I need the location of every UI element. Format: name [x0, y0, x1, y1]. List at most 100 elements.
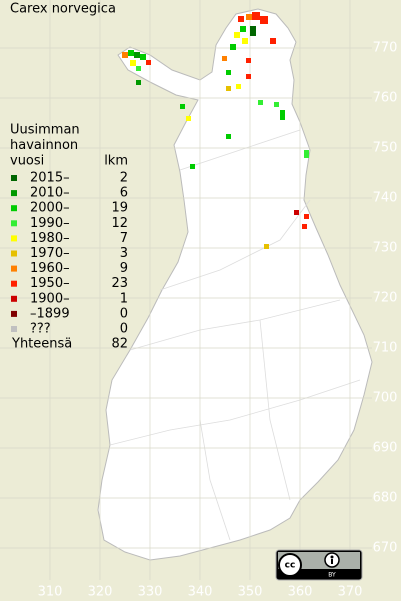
x-tick-label: 310: [38, 585, 63, 600]
legend-swatch: [11, 235, 17, 242]
observation: [140, 54, 146, 60]
x-tick-label: 350: [238, 585, 263, 600]
y-tick-label: 700: [373, 391, 398, 406]
observation: [122, 52, 128, 58]
legend-heading: havainnon: [10, 138, 78, 153]
legend-count: 12: [111, 216, 128, 231]
y-tick-label: 670: [373, 541, 398, 556]
legend-label: 1900–: [30, 291, 70, 306]
legend-swatch: [11, 326, 17, 332]
observation: [130, 60, 136, 66]
legend-heading: Uusimman: [10, 123, 80, 138]
observation: [236, 84, 241, 89]
y-tick-label: 750: [373, 141, 398, 156]
y-tick-label: 770: [373, 41, 398, 56]
legend-count: 0: [120, 322, 128, 337]
observation: [304, 214, 309, 219]
legend-label: 1970–: [30, 246, 70, 261]
observation: [250, 26, 256, 36]
observation: [280, 110, 285, 120]
observation: [226, 86, 231, 91]
by-icon-body: [331, 559, 333, 564]
legend-count: 1: [120, 291, 128, 306]
legend-swatch: [11, 295, 17, 302]
observation: [226, 134, 231, 139]
license-badge: cc BY: [275, 549, 363, 581]
legend-swatch: [11, 310, 17, 317]
legend-total-label: Yhteensä: [11, 337, 72, 352]
observation: [238, 16, 244, 22]
legend-swatch: [11, 265, 17, 272]
legend-heading: vuosi: [10, 154, 44, 169]
y-tick-label: 730: [373, 241, 398, 256]
x-tick-label: 360: [288, 585, 313, 600]
observation: [302, 224, 307, 229]
observation: [260, 16, 268, 24]
observation: [186, 116, 191, 121]
observation: [294, 210, 299, 215]
x-tick-label: 320: [88, 585, 113, 600]
badge-text: BY: [328, 572, 336, 579]
grid: [0, 0, 372, 580]
legend-label: 2000–: [30, 201, 70, 216]
by-icon-head: [330, 555, 334, 559]
y-tick-label: 680: [373, 491, 398, 506]
map-title: Carex norvegica: [10, 2, 116, 17]
y-tick-label: 710: [373, 341, 398, 356]
legend-count: 2: [120, 171, 128, 186]
observation: [180, 104, 185, 109]
x-tick-label: 340: [188, 585, 213, 600]
legend-label: 2010–: [30, 186, 70, 201]
legend-count-heading: lkm: [104, 154, 128, 169]
observations: [122, 12, 309, 249]
legend-count: 0: [120, 306, 128, 321]
observation: [242, 38, 248, 44]
observation: [246, 14, 252, 20]
observation: [146, 60, 151, 65]
x-tick-label: 370: [338, 585, 363, 600]
observation: [264, 244, 269, 249]
legend-swatch: [11, 205, 17, 212]
legend-label: 1950–: [30, 276, 70, 291]
legend-count: 9: [120, 261, 128, 276]
observation: [136, 80, 141, 85]
legend-swatch: [11, 220, 17, 227]
x-tick-label: 330: [138, 585, 163, 600]
cc-icon-text: cc: [285, 561, 296, 571]
legend-label: 2015–: [30, 171, 70, 186]
legend-label: 1980–: [30, 231, 70, 246]
legend-total: 82: [111, 337, 128, 352]
observation: [136, 66, 141, 71]
legend-swatch: [11, 250, 17, 257]
legend-label: ???: [30, 322, 51, 337]
observation: [274, 102, 279, 107]
observation: [270, 38, 276, 44]
y-tick-label: 690: [373, 441, 398, 456]
legend-count: 7: [120, 231, 128, 246]
observation: [240, 26, 246, 32]
observation: [134, 52, 140, 58]
observation: [190, 164, 195, 169]
observation: [230, 44, 236, 50]
finland-outline: [97, 8, 373, 561]
cc-icon: [278, 553, 302, 577]
y-tick-label: 720: [373, 291, 398, 306]
observation: [246, 58, 251, 63]
legend-swatch: [11, 280, 17, 287]
legend-swatch: [11, 175, 17, 181]
observation: [226, 70, 231, 75]
legend-count: 3: [120, 246, 128, 261]
observation: [252, 12, 260, 20]
legend-label: 1960–: [30, 261, 70, 276]
legend-count: 23: [111, 276, 128, 291]
observation: [258, 100, 263, 105]
observation: [128, 50, 134, 56]
legend-label: –1899: [30, 306, 70, 321]
y-tick-label: 740: [373, 191, 398, 206]
observation: [246, 74, 251, 79]
observation: [304, 150, 309, 158]
legend-count: 19: [111, 201, 128, 216]
legend-count: 6: [120, 186, 128, 201]
